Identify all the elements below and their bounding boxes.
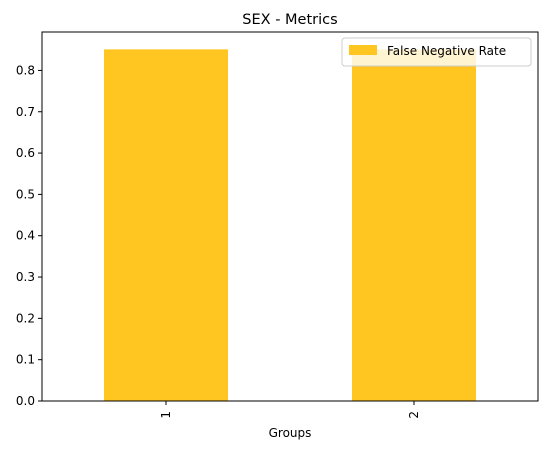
legend: False Negative Rate (341, 37, 532, 67)
y-tick-label: 0.0 (16, 394, 35, 408)
plot-area (104, 49, 476, 402)
y-tick-label: 0.6 (16, 146, 35, 160)
y-tick-label: 0.7 (16, 105, 35, 119)
y-tick-label: 0.4 (16, 229, 35, 243)
legend-label: False Negative Rate (387, 44, 506, 58)
y-tick-label: 0.8 (16, 63, 35, 77)
x-axis-label: Groups (269, 426, 312, 440)
y-tick-label: 0.2 (16, 311, 35, 325)
y-tick-label: 0.5 (16, 187, 35, 201)
bar-2 (352, 49, 476, 402)
y-tick-label: 0.3 (16, 270, 35, 284)
legend-frame (341, 37, 532, 67)
x-tick-label: 1 (159, 411, 173, 419)
bar-1 (104, 49, 228, 402)
y-tick-label: 0.1 (16, 353, 35, 367)
x-tick-label: 2 (407, 411, 421, 419)
legend-swatch (349, 45, 377, 55)
chart-title: SEX - Metrics (242, 12, 337, 28)
y-axis: 0.0 0.1 0.2 0.3 0.4 0.5 0.6 0.7 0.8 (16, 63, 42, 408)
axes-frame (41, 31, 539, 402)
